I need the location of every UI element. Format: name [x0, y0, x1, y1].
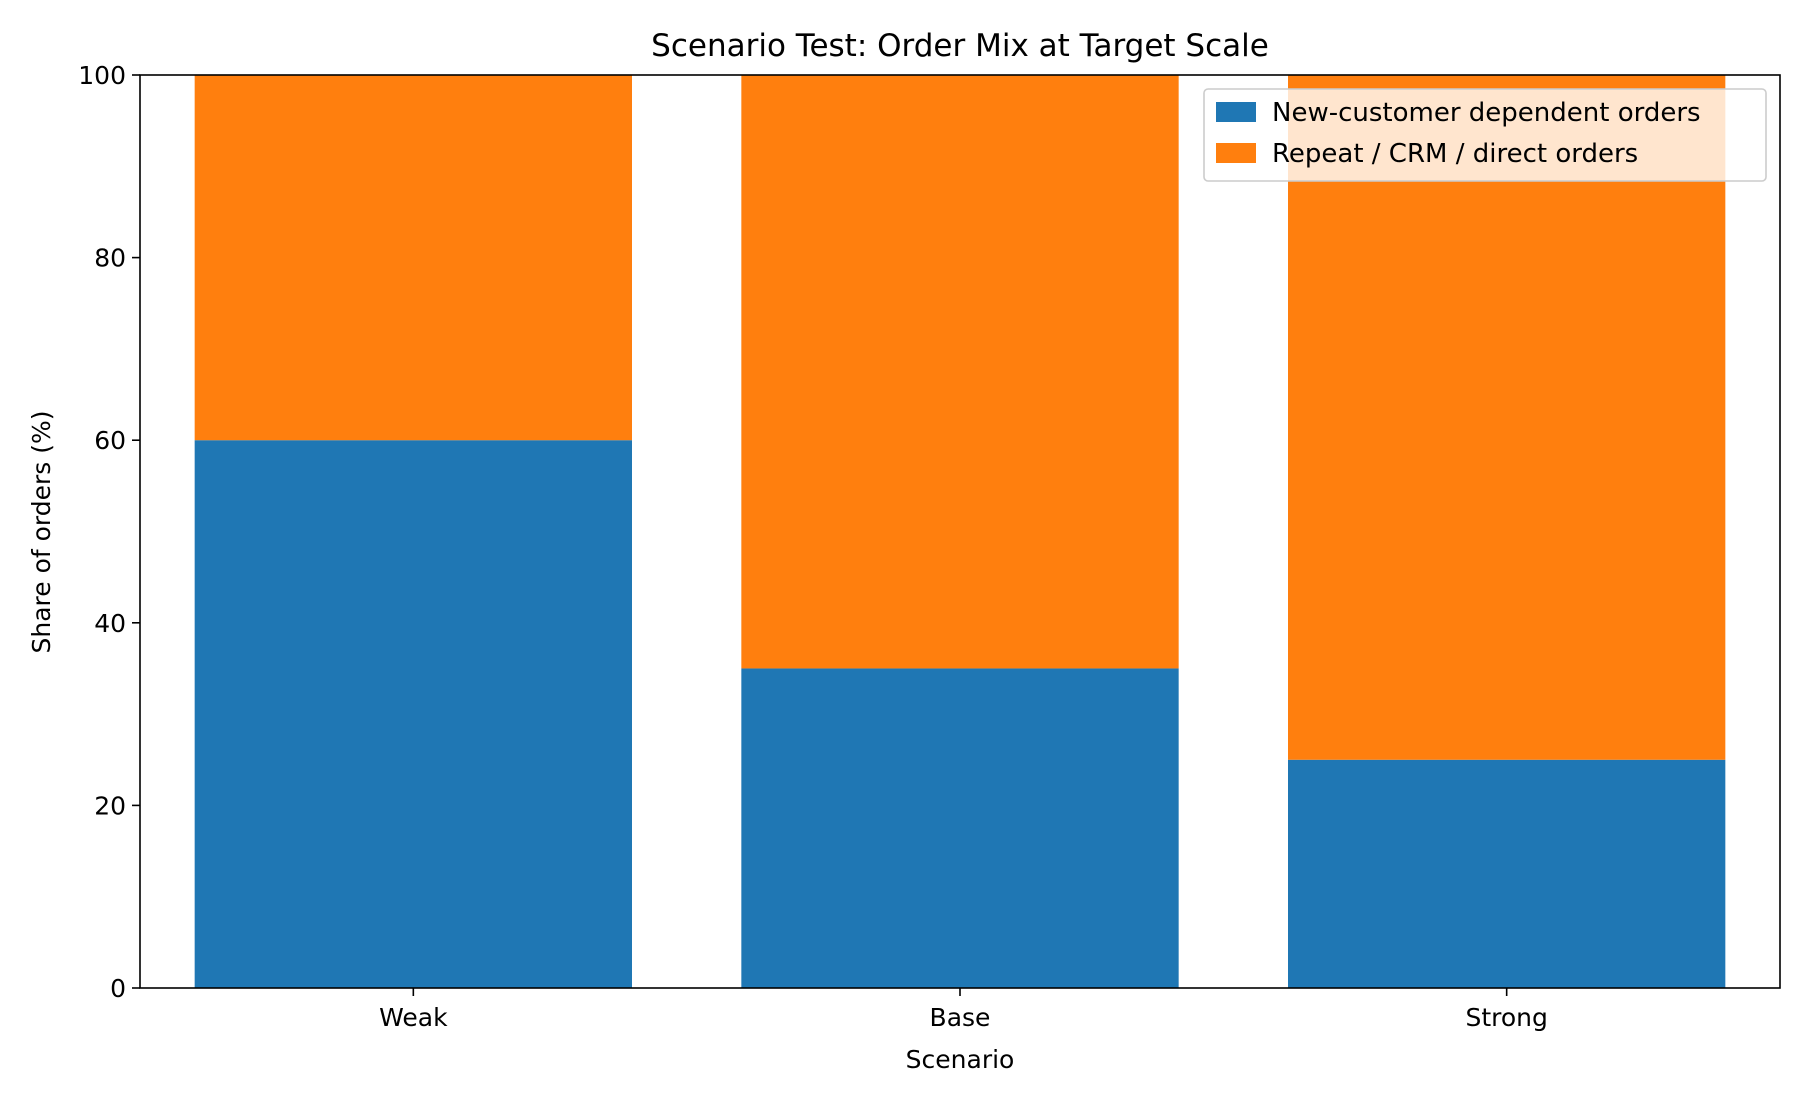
bar-strong-series-1: [1288, 759, 1726, 988]
bar-strong-series-2: [1288, 75, 1726, 760]
y-tick-label: 100: [78, 61, 126, 90]
legend: New-customer dependent orders Repeat / CR…: [1203, 88, 1767, 182]
x-tick-label-weak: Weak: [379, 1003, 448, 1032]
legend-swatch-series-2: [1216, 143, 1256, 163]
bar-base-series-2: [741, 75, 1179, 669]
x-tick-label-strong: Strong: [1465, 1003, 1547, 1032]
bar-base-series-1: [741, 668, 1179, 988]
legend-label-series-2: Repeat / CRM / direct orders: [1272, 139, 1638, 169]
y-axis-label: Share of orders (%): [27, 410, 56, 653]
bars-layer: [194, 75, 1726, 988]
x-tick-label-base: Base: [930, 1003, 991, 1032]
chart-title: Scenario Test: Order Mix at Target Scale: [651, 28, 1269, 64]
y-tick-label: 80: [94, 244, 126, 273]
y-tick-label: 20: [94, 791, 126, 820]
y-tick-label: 40: [94, 609, 126, 638]
y-tick-label: 60: [94, 426, 126, 455]
legend-box: [1203, 88, 1767, 182]
y-axis: 0 20 40 60 80 100: [78, 61, 140, 1003]
legend-swatch-series-1: [1216, 102, 1256, 122]
legend-label-series-1: New-customer dependent orders: [1272, 98, 1701, 128]
bar-weak-series-2: [194, 75, 632, 441]
bar-weak-series-1: [194, 440, 632, 988]
x-axis-label: Scenario: [906, 1045, 1015, 1074]
x-axis: Weak Base Strong: [379, 988, 1548, 1032]
y-tick-label: 0: [110, 974, 126, 1003]
